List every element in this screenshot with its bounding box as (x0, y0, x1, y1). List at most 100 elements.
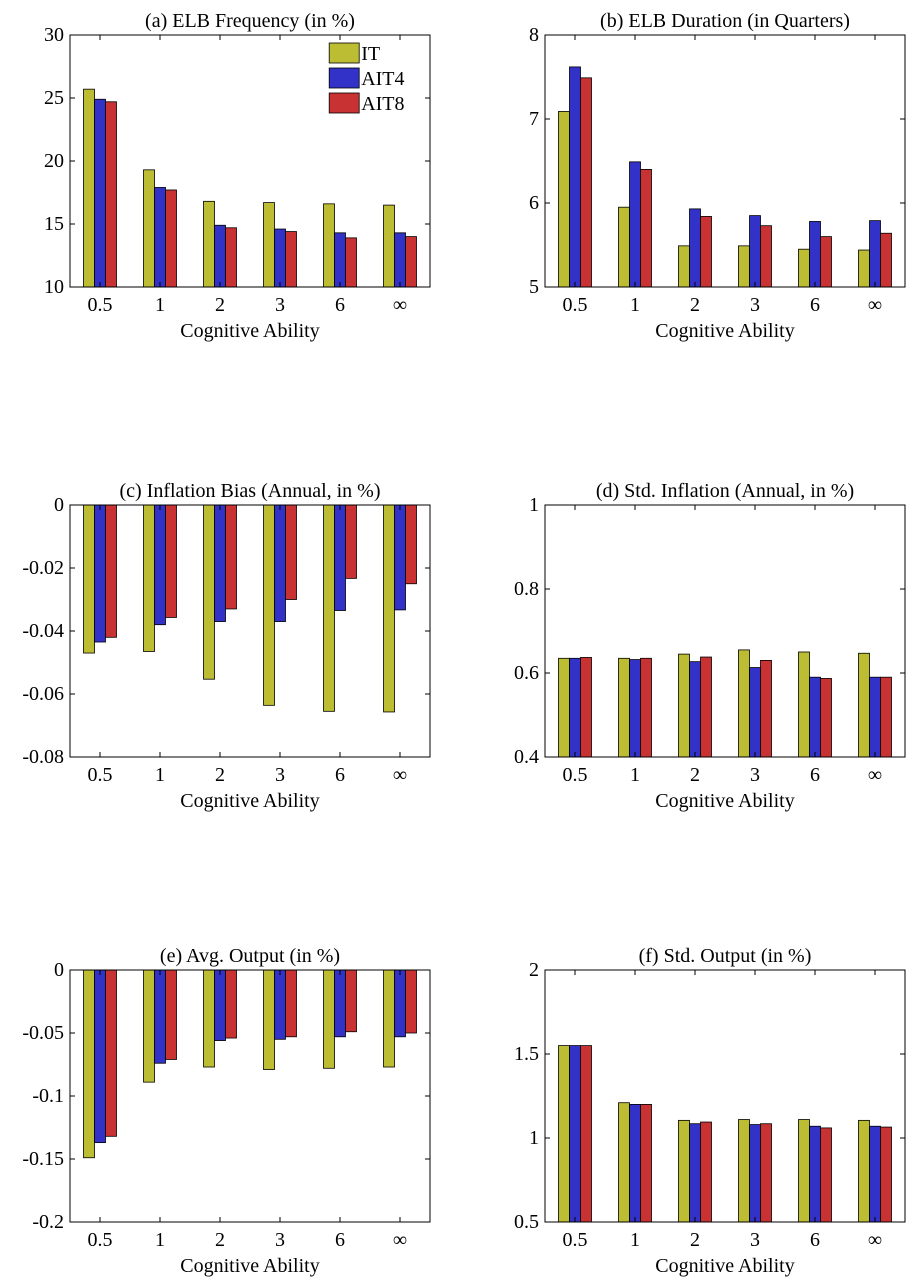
plot-frame (69, 969, 431, 1223)
x-tick-label: 2 (215, 294, 225, 316)
bar-it-5 (323, 203, 335, 288)
bar-ait4-5 (809, 676, 821, 758)
bar-it-6 (858, 652, 870, 758)
bar-it-1 (83, 969, 95, 1159)
bar-ait4-6 (869, 676, 881, 758)
chart-title: (b) ELB Duration (in Quarters) (600, 10, 850, 32)
bar-ait8-6 (405, 969, 417, 1034)
bar-ait4-1 (569, 1045, 581, 1223)
bar-ait8-6 (880, 1126, 892, 1223)
x-tick-label: 1 (630, 1229, 640, 1251)
chart-title: (d) Std. Inflation (Annual, in %) (596, 480, 854, 502)
bar-ait4-3 (214, 504, 226, 622)
bar-it-4 (263, 969, 275, 1070)
bar-it-4 (738, 1119, 750, 1223)
x-tick-label: 6 (810, 1229, 820, 1251)
y-tick-label: 0.4 (514, 746, 539, 768)
bar-ait4-6 (869, 220, 881, 288)
bar-it-5 (798, 1119, 810, 1223)
x-tick-label: 2 (690, 294, 700, 316)
bar-it-6 (858, 1119, 870, 1223)
bar-ait4-2 (154, 187, 166, 288)
bar-ait4-2 (154, 969, 166, 1064)
bar-ait8-4 (285, 969, 297, 1038)
bar-ait4-5 (334, 232, 346, 288)
y-tick-label: 0 (54, 959, 64, 981)
bar-ait8-4 (760, 660, 772, 758)
bar-ait4-2 (629, 1104, 641, 1223)
bar-ait8-3 (700, 1121, 712, 1223)
bar-it-1 (83, 88, 95, 288)
bar-ait4-3 (689, 208, 701, 288)
bar-ait8-2 (165, 504, 177, 618)
x-tick-label: ∞ (393, 294, 407, 316)
bar-ait4-3 (214, 224, 226, 288)
y-tick-label: 8 (529, 24, 539, 46)
bar-it-4 (738, 649, 750, 758)
bar-ait8-3 (225, 969, 237, 1039)
x-tick-label: ∞ (868, 294, 882, 316)
bar-ait8-2 (640, 1104, 652, 1223)
x-tick-label: 6 (335, 294, 345, 316)
bar-ait4-2 (629, 161, 641, 288)
x-tick-label: 0.5 (88, 764, 113, 786)
bar-it-3 (678, 1119, 690, 1223)
bar-ait8-1 (580, 657, 592, 758)
bar-ait8-6 (880, 232, 892, 288)
plot-frame (69, 504, 431, 758)
bar-it-5 (323, 969, 335, 1069)
x-tick-label: 2 (690, 1229, 700, 1251)
bar-ait4-1 (94, 98, 106, 288)
y-tick-label: 0 (54, 494, 64, 516)
plot-frame (544, 969, 906, 1223)
bar-ait4-4 (749, 215, 761, 288)
bar-ait4-5 (809, 221, 821, 288)
y-tick-label: 30 (44, 24, 64, 46)
bar-it-5 (798, 651, 810, 758)
bar-ait4-4 (274, 504, 286, 622)
legend-swatch-it (328, 42, 360, 64)
y-tick-label: 25 (44, 87, 64, 109)
bar-ait4-3 (689, 661, 701, 758)
bar-ait4-6 (394, 232, 406, 288)
x-axis-label: Cognitive Ability (180, 1255, 319, 1277)
x-tick-label: 1 (155, 294, 165, 316)
bar-ait8-1 (105, 969, 117, 1137)
y-tick-label: 15 (44, 213, 64, 235)
chart-title: (e) Avg. Output (in %) (160, 945, 340, 967)
bar-it-6 (383, 969, 395, 1068)
bar-ait8-4 (285, 504, 297, 600)
x-tick-label: 0.5 (88, 1229, 113, 1251)
y-tick-label: -0.04 (22, 620, 64, 642)
x-tick-label: 6 (810, 764, 820, 786)
y-tick-label: 20 (44, 150, 64, 172)
y-tick-label: -0.15 (22, 1148, 64, 1170)
bar-ait8-6 (880, 676, 892, 758)
bar-it-2 (618, 657, 630, 758)
y-tick-label: 1.5 (514, 1043, 539, 1065)
bar-ait4-6 (869, 1125, 881, 1223)
bar-ait4-1 (94, 969, 106, 1144)
y-tick-label: 6 (529, 192, 539, 214)
chart-panel-2: 5 6 7 8 0.5 1 2 3 6 ∞ (b) ELB Duration (in Quarter… (529, 10, 906, 342)
chart-title: (a) ELB Frequency (in %) (145, 10, 355, 32)
y-tick-label: 10 (44, 276, 64, 298)
bar-ait8-3 (225, 504, 237, 610)
bar-ait8-4 (760, 1123, 772, 1223)
bar-ait8-1 (580, 1045, 592, 1223)
x-axis-label: Cognitive Ability (655, 1255, 794, 1277)
y-tick-label: 1 (529, 494, 539, 516)
bar-ait4-1 (569, 657, 581, 758)
x-tick-label: 6 (810, 294, 820, 316)
bar-ait8-4 (760, 225, 772, 288)
bar-ait8-6 (405, 236, 417, 288)
bar-ait8-1 (105, 101, 117, 288)
x-tick-label: 1 (630, 764, 640, 786)
bar-ait4-4 (274, 228, 286, 288)
bar-ait4-6 (394, 969, 406, 1038)
x-tick-label: 0.5 (88, 294, 113, 316)
chart-title: (c) Inflation Bias (Annual, in %) (119, 480, 380, 502)
bar-ait8-5 (345, 237, 357, 288)
legend-swatch-ait4 (328, 67, 360, 89)
bar-ait4-5 (334, 504, 346, 611)
